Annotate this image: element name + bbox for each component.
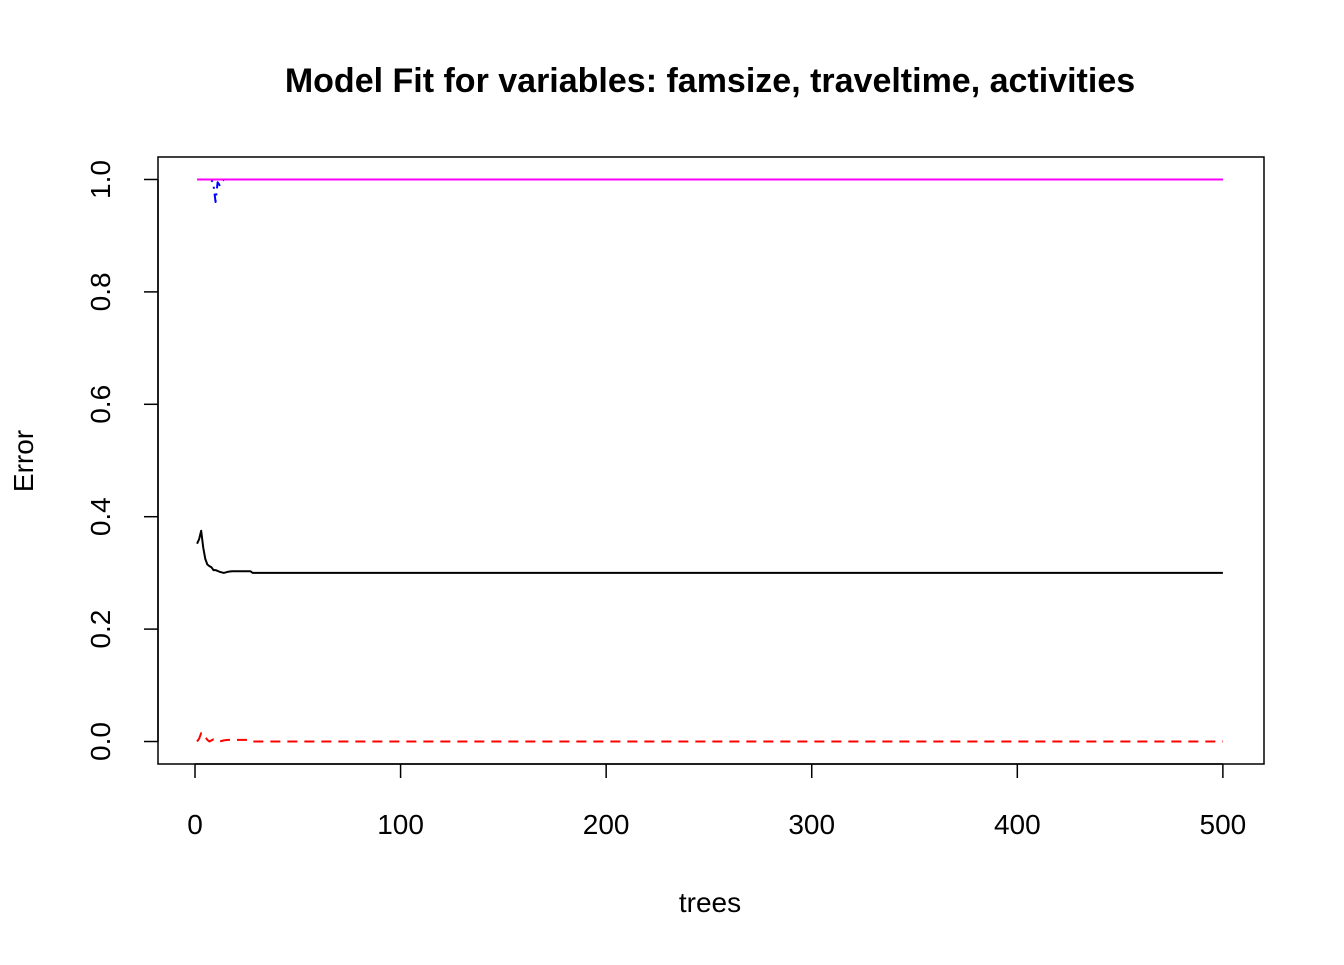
series-line-3 — [197, 178, 1223, 203]
y-tick-label: 0.2 — [85, 610, 116, 649]
x-tick-label: 300 — [788, 809, 835, 840]
y-tick-label: 0.0 — [85, 722, 116, 761]
y-axis: 0.0 0.2 0.4 0.6 0.8 1.0 — [85, 160, 159, 761]
y-tick-label: 1.0 — [85, 160, 116, 199]
y-tick-label: 0.8 — [85, 272, 116, 311]
x-tick-label: 400 — [994, 809, 1041, 840]
x-axis: 0 100 200 300 400 500 — [187, 763, 1247, 840]
series-line-2 — [196, 732, 1223, 743]
x-tick-label: 100 — [377, 809, 424, 840]
series-layer — [196, 178, 1223, 743]
x-tick-label: 500 — [1200, 809, 1247, 840]
chart-title: Model Fit for variables: famsize, travel… — [285, 62, 1135, 100]
x-tick-label: 200 — [583, 809, 630, 840]
y-tick-label: 0.6 — [85, 385, 116, 424]
y-axis-label: Error — [8, 430, 39, 492]
x-axis-label: trees — [679, 887, 741, 918]
y-tick-label: 0.4 — [85, 497, 116, 536]
series-line-1 — [196, 529, 1223, 574]
plot-area-frame — [157, 156, 1265, 765]
x-tick-label: 0 — [187, 809, 203, 840]
